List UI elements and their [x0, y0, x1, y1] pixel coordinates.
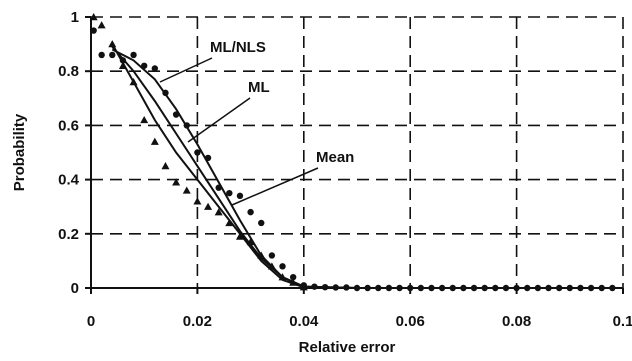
- y-tick-label: 0.8: [58, 63, 79, 80]
- data-point-triangle: [278, 273, 287, 281]
- data-point-circle: [258, 219, 265, 227]
- data-point-triangle: [89, 13, 98, 21]
- data-point-circle: [332, 284, 339, 291]
- x-tick-label: 0: [87, 313, 95, 330]
- data-point-triangle: [150, 137, 159, 145]
- data-point-circle: [109, 51, 116, 59]
- data-point-circle: [428, 284, 435, 292]
- data-point-circle: [524, 284, 531, 292]
- x-tick-label: 0.02: [183, 313, 212, 330]
- data-point-triangle: [235, 232, 244, 240]
- data-point-circle: [183, 122, 190, 129]
- chart-series-points: [89, 13, 616, 292]
- x-tick-label: 0.08: [502, 313, 531, 330]
- data-point-circle: [534, 284, 542, 292]
- data-point-circle: [492, 284, 499, 292]
- data-point-circle: [502, 284, 510, 292]
- data-point-circle: [470, 284, 478, 292]
- data-point-circle: [311, 283, 318, 290]
- data-point-circle: [215, 184, 222, 191]
- y-tick-label: 0.4: [58, 172, 80, 189]
- annotation-leader-line: [231, 167, 319, 206]
- data-point-circle: [566, 284, 573, 292]
- data-point-circle: [364, 284, 371, 292]
- data-point-triangle: [129, 78, 138, 86]
- data-point-triangle: [161, 162, 170, 170]
- data-point-triangle: [214, 208, 223, 216]
- annotation-leader-line: [159, 57, 213, 83]
- annotation-label: ML/NLS: [210, 39, 266, 56]
- chart-series-lines: [111, 43, 623, 289]
- data-point-circle: [587, 284, 595, 292]
- data-point-circle: [460, 284, 467, 292]
- data-point-triangle: [225, 218, 234, 227]
- data-point-triangle: [97, 21, 106, 29]
- data-point-circle: [172, 111, 180, 118]
- data-point-triangle: [182, 186, 191, 194]
- data-point-triangle: [172, 178, 181, 186]
- data-point-triangle: [267, 262, 276, 270]
- data-point-circle: [481, 284, 488, 292]
- data-point-circle: [321, 283, 329, 291]
- series-line-mean: [111, 43, 623, 289]
- chart-grid: [91, 16, 624, 288]
- data-point-circle: [353, 284, 361, 292]
- chart-tick-labels: 0 0.2 0.4 0.6 0.8 1 0 0.02 0.04 0.06 0.08 0.1: [58, 9, 632, 330]
- data-point-triangle: [118, 61, 127, 69]
- y-tick-label: 1: [71, 9, 79, 26]
- data-point-circle: [555, 284, 563, 292]
- data-point-triangle: [299, 283, 308, 291]
- data-point-triangle: [246, 237, 255, 246]
- y-tick-label: 0: [71, 280, 79, 297]
- data-point-circle: [545, 284, 552, 292]
- data-point-circle: [438, 284, 446, 292]
- data-point-circle: [151, 65, 159, 72]
- data-point-circle: [598, 284, 605, 292]
- data-point-circle: [407, 284, 414, 292]
- data-point-circle: [513, 284, 520, 292]
- data-point-triangle: [289, 278, 298, 286]
- data-point-circle: [247, 208, 254, 216]
- data-point-circle: [141, 62, 148, 69]
- data-point-triangle: [204, 202, 213, 210]
- data-point-circle: [268, 252, 276, 259]
- data-point-circle: [343, 284, 350, 291]
- data-point-triangle: [140, 115, 149, 124]
- data-point-circle: [279, 263, 286, 270]
- data-point-circle: [130, 51, 137, 59]
- x-tick-label: 0.06: [396, 313, 425, 330]
- data-point-circle: [162, 89, 169, 97]
- data-point-circle: [98, 51, 105, 59]
- y-tick-label: 0.6: [58, 117, 79, 134]
- annotation-label: ML: [248, 79, 270, 96]
- x-axis-title: Relative error: [299, 339, 396, 356]
- data-point-circle: [396, 284, 403, 292]
- data-point-circle: [289, 273, 297, 281]
- data-point-circle: [226, 189, 233, 197]
- x-tick-label: 0.1: [613, 313, 632, 330]
- annotation-label: Mean: [316, 149, 354, 166]
- x-tick-label: 0.04: [289, 313, 319, 330]
- data-point-circle: [236, 192, 244, 200]
- data-point-triangle: [108, 40, 117, 48]
- annotation-leader-line: [187, 97, 251, 143]
- data-point-circle: [449, 284, 456, 292]
- data-point-circle: [194, 149, 201, 156]
- data-point-circle: [90, 27, 97, 34]
- y-axis-title: Probability: [11, 113, 28, 191]
- data-point-circle: [385, 284, 393, 292]
- data-point-triangle: [257, 251, 266, 259]
- data-point-circle: [119, 57, 127, 64]
- data-point-circle: [204, 154, 212, 162]
- data-point-triangle: [193, 197, 202, 205]
- chart-annotations: ML/NLS ML Mean: [159, 39, 354, 206]
- data-point-circle: [417, 284, 425, 292]
- data-point-circle: [375, 284, 382, 292]
- y-tick-label: 0.2: [58, 226, 79, 243]
- data-point-circle: [609, 284, 616, 292]
- data-point-circle: [577, 284, 584, 292]
